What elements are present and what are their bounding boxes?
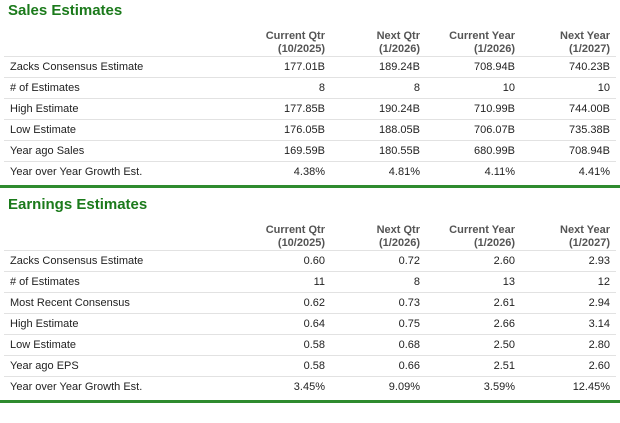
row-value: 0.75 [331, 313, 426, 335]
row-value: 2.60 [521, 355, 616, 377]
row-label: Year over Year Growth Est. [4, 161, 236, 182]
row-value: 3.14 [521, 313, 616, 335]
sales-header-row: Current Qtr (10/2025) Next Qtr (1/2026) Cu… [4, 24, 616, 57]
sales-estimates-title: Sales Estimates [8, 2, 123, 19]
earnings-estimates-table: Current Qtr (10/2025) Next Qtr (1/2026) Cu… [4, 218, 616, 397]
row-label: # of Estimates [4, 271, 236, 293]
table-row: Year over Year Growth Est. 3.45% 9.09% 3.59… [4, 376, 616, 397]
row-value: 0.73 [331, 292, 426, 314]
row-value: 176.05B [236, 119, 331, 141]
row-value: 10 [521, 77, 616, 99]
row-value: 740.23B [521, 56, 616, 78]
table-row: Year ago EPS 0.58 0.66 2.51 2.60 [4, 355, 616, 377]
row-value: 0.66 [331, 355, 426, 377]
row-value: 744.00B [521, 98, 616, 120]
row-value: 2.66 [426, 313, 521, 335]
row-value: 2.51 [426, 355, 521, 377]
row-value: 177.85B [236, 98, 331, 120]
row-value: 3.45% [236, 376, 331, 397]
row-label: Year ago Sales [4, 140, 236, 162]
row-value: 0.62 [236, 292, 331, 314]
row-value: 708.94B [521, 140, 616, 162]
row-value: 0.58 [236, 355, 331, 377]
sales-header-next-qtr: Next Qtr (1/2026) [376, 30, 420, 55]
row-value: 13 [426, 271, 521, 293]
table-row: High Estimate 177.85B 190.24B 710.99B 744.00… [4, 98, 616, 120]
row-label: Year over Year Growth Est. [4, 376, 236, 397]
sales-header-next-year: Next Year (1/2027) [560, 30, 610, 55]
row-value: 0.60 [236, 250, 331, 272]
earnings-header-next-qtr: Next Qtr (1/2026) [376, 224, 420, 249]
table-row: High Estimate 0.64 0.75 2.66 3.14 [4, 313, 616, 335]
table-row: Low Estimate 176.05B 188.05B 706.07B 735.38B [4, 119, 616, 141]
sales-header-current-year: Current Year (1/2026) [449, 30, 515, 55]
row-value: 710.99B [426, 98, 521, 120]
table-row: # of Estimates 11 8 13 12 [4, 271, 616, 293]
row-label: Low Estimate [4, 119, 236, 141]
table-row: Zacks Consensus Estimate 177.01B 189.24B 70… [4, 56, 616, 78]
row-label: High Estimate [4, 313, 236, 335]
row-value: 2.50 [426, 334, 521, 356]
earnings-estimates-title: Earnings Estimates [8, 196, 148, 213]
row-value: 0.64 [236, 313, 331, 335]
row-value: 12 [521, 271, 616, 293]
table-row: Zacks Consensus Estimate 0.60 0.72 2.60 2.93 [4, 250, 616, 272]
row-value: 4.38% [236, 161, 331, 182]
earnings-estimates-section: Earnings Estimates Current Qtr (10/2025) … [0, 194, 620, 403]
row-label: Year ago EPS [4, 355, 236, 377]
row-label: Most Recent Consensus [4, 292, 236, 314]
row-value: 708.94B [426, 56, 521, 78]
row-value: 190.24B [331, 98, 426, 120]
row-label: Low Estimate [4, 334, 236, 356]
row-value: 180.55B [331, 140, 426, 162]
earnings-header-label [4, 218, 236, 251]
sales-estimates-section: Sales Estimates Current Qtr (10/2025) Nex… [0, 0, 620, 188]
row-value: 4.41% [521, 161, 616, 182]
row-label: # of Estimates [4, 77, 236, 99]
sales-estimates-table: Current Qtr (10/2025) Next Qtr (1/2026) Cu… [4, 24, 616, 182]
earnings-header-row: Current Qtr (10/2025) Next Qtr (1/2026) Cu… [4, 218, 616, 251]
row-value: 12.45% [521, 376, 616, 397]
row-value: 8 [331, 271, 426, 293]
table-row: # of Estimates 8 8 10 10 [4, 77, 616, 99]
row-value: 0.58 [236, 334, 331, 356]
row-value: 0.68 [331, 334, 426, 356]
row-value: 3.59% [426, 376, 521, 397]
table-row: Low Estimate 0.58 0.68 2.50 2.80 [4, 334, 616, 356]
row-value: 11 [236, 271, 331, 293]
row-value: 169.59B [236, 140, 331, 162]
earnings-header-current-qtr: Current Qtr (10/2025) [265, 224, 325, 249]
row-label: Zacks Consensus Estimate [4, 250, 236, 272]
row-value: 177.01B [236, 56, 331, 78]
row-value: 680.99B [426, 140, 521, 162]
table-row: Year ago Sales 169.59B 180.55B 680.99B 708.9… [4, 140, 616, 162]
row-value: 706.07B [426, 119, 521, 141]
earnings-header-next-year: Next Year (1/2027) [560, 224, 610, 249]
row-value: 10 [426, 77, 521, 99]
earnings-section-divider [0, 400, 620, 403]
sales-header-label [4, 24, 236, 57]
earnings-header-current-year: Current Year (1/2026) [449, 224, 515, 249]
row-value: 0.72 [331, 250, 426, 272]
row-label: Zacks Consensus Estimate [4, 56, 236, 78]
row-value: 735.38B [521, 119, 616, 141]
row-value: 188.05B [331, 119, 426, 141]
row-label: High Estimate [4, 98, 236, 120]
row-value: 189.24B [331, 56, 426, 78]
row-value: 2.61 [426, 292, 521, 314]
row-value: 2.80 [521, 334, 616, 356]
row-value: 2.60 [426, 250, 521, 272]
row-value: 4.81% [331, 161, 426, 182]
row-value: 8 [331, 77, 426, 99]
table-row: Most Recent Consensus 0.62 0.73 2.61 2.94 [4, 292, 616, 314]
row-value: 2.94 [521, 292, 616, 314]
sales-header-current-qtr: Current Qtr (10/2025) [265, 30, 325, 55]
row-value: 9.09% [331, 376, 426, 397]
row-value: 2.93 [521, 250, 616, 272]
sales-section-divider [0, 185, 620, 188]
row-value: 4.11% [426, 161, 521, 182]
row-value: 8 [236, 77, 331, 99]
table-row: Year over Year Growth Est. 4.38% 4.81% 4.11… [4, 161, 616, 182]
